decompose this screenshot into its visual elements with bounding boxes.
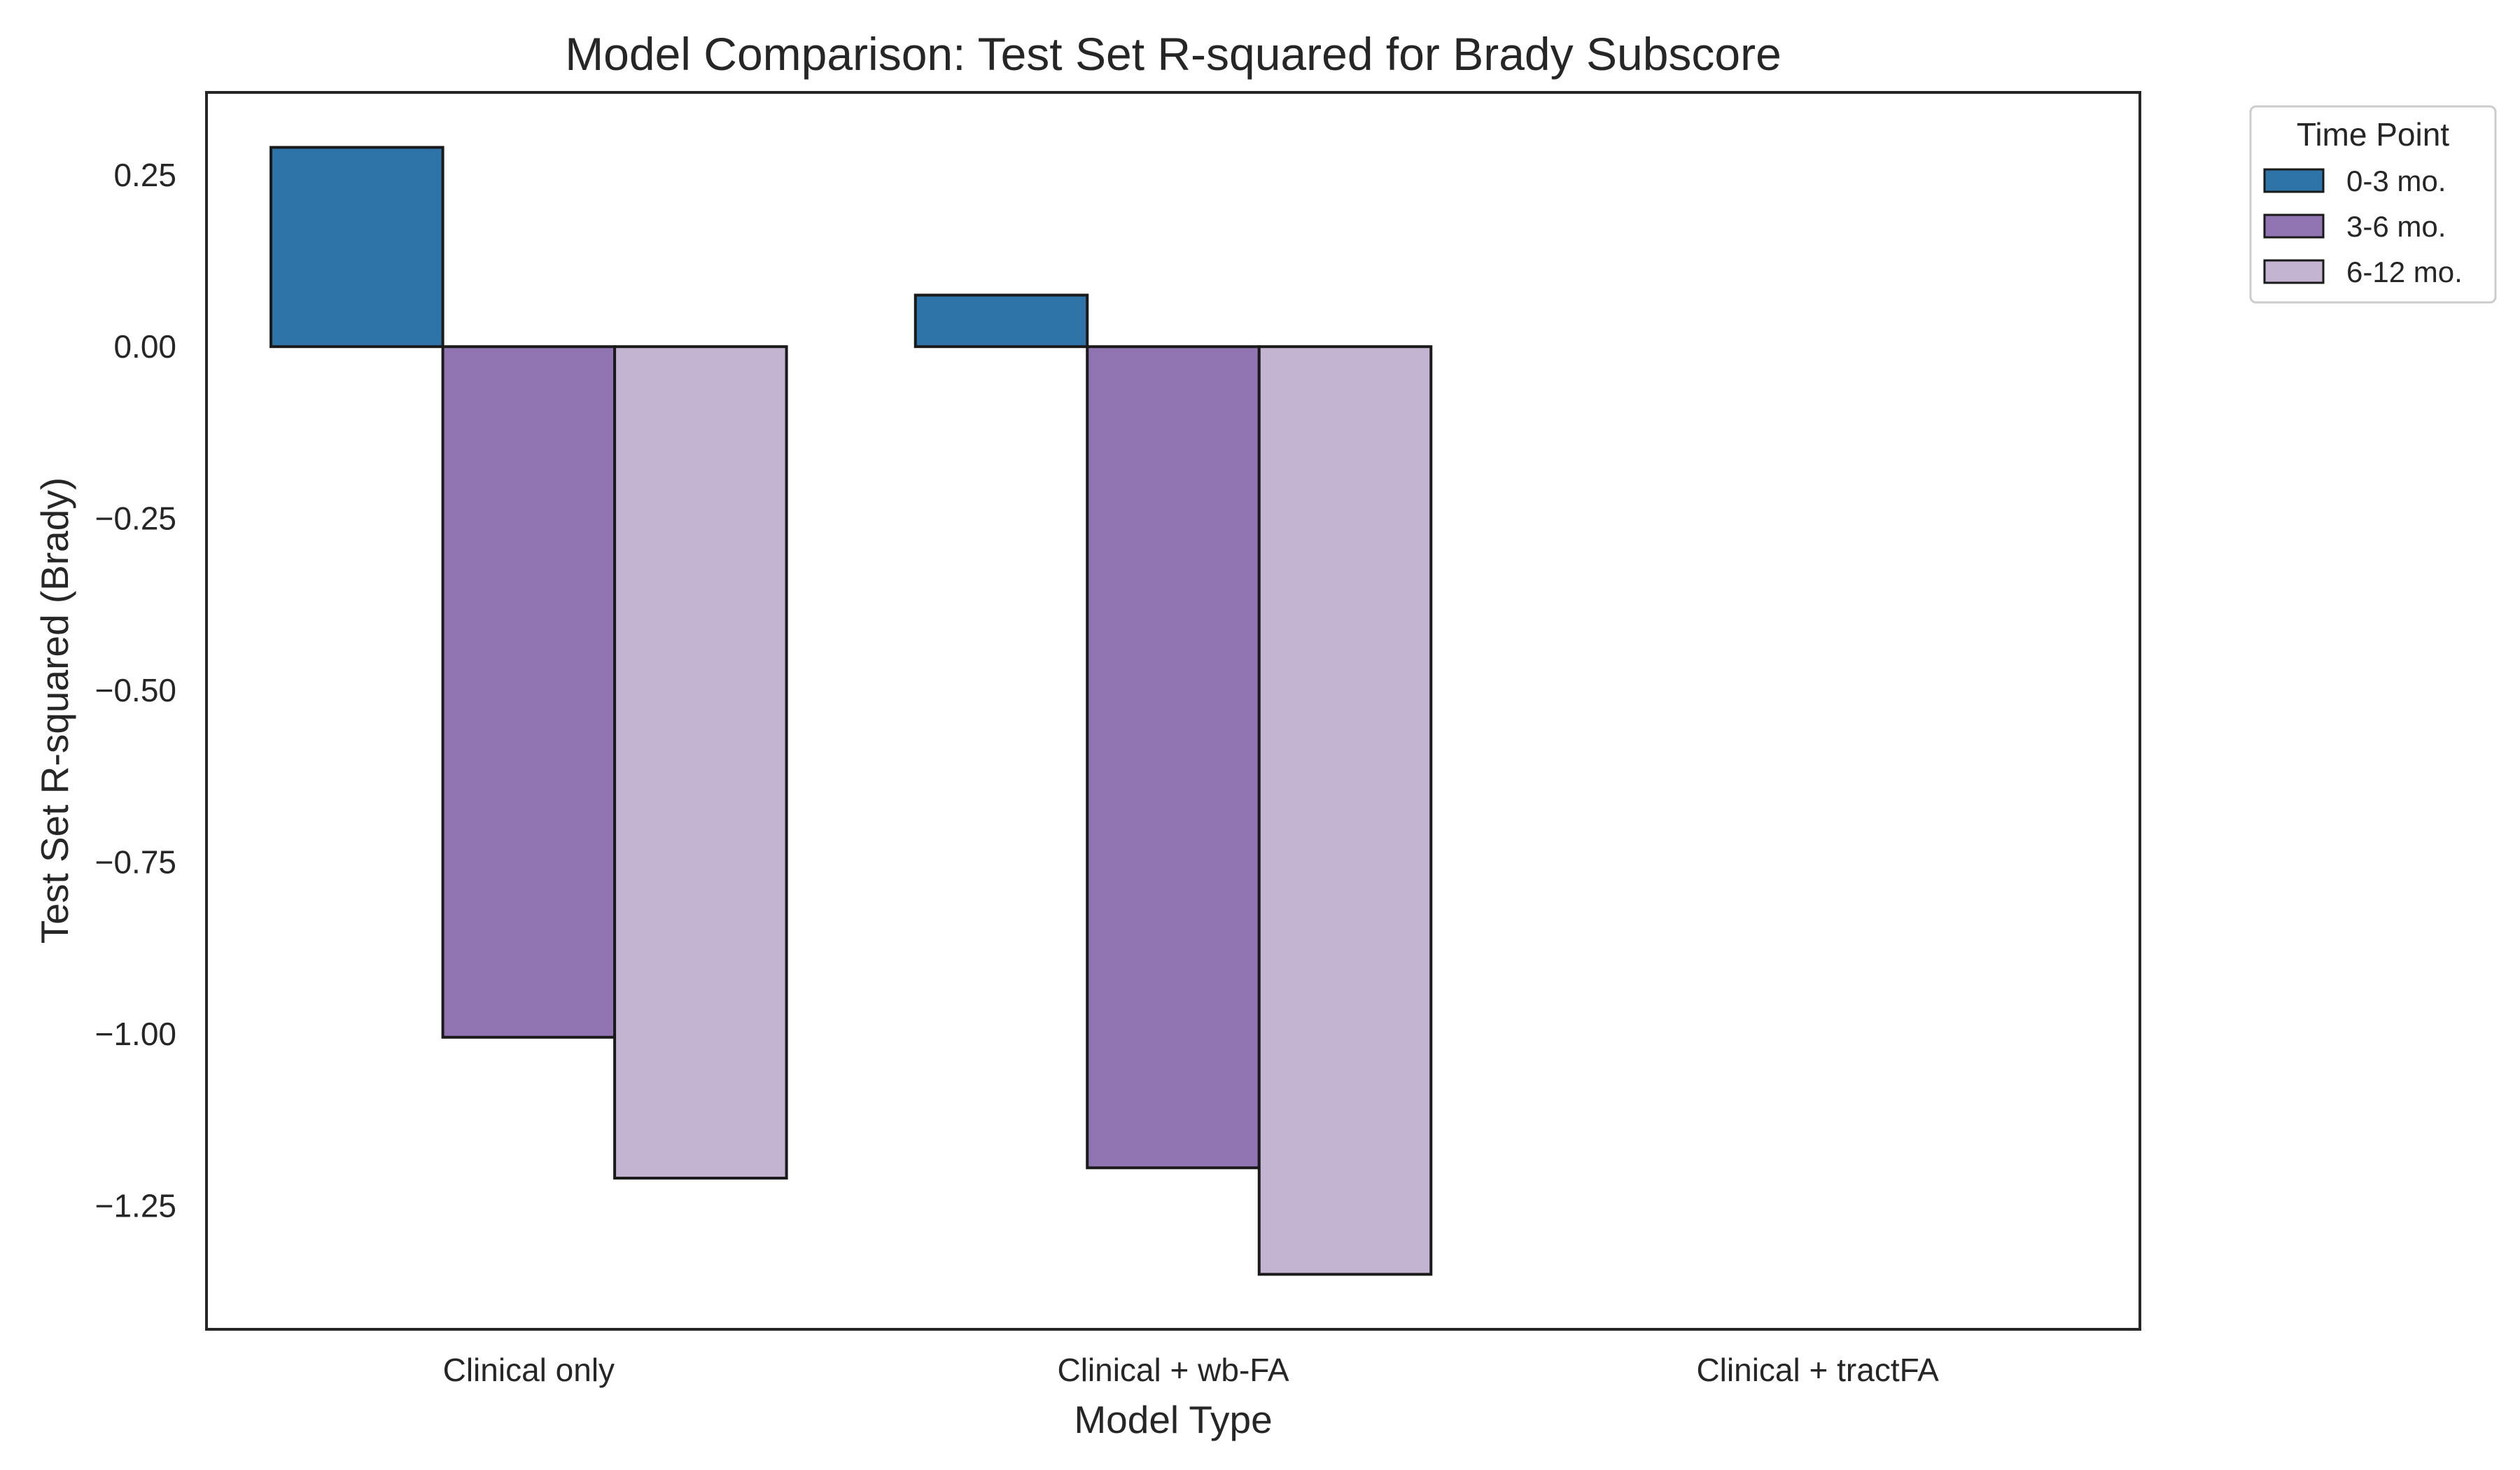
bar-clinical-wb-fa-6-12-mo bbox=[1257, 345, 1433, 1276]
bars-group bbox=[270, 146, 1433, 1276]
plot-frame bbox=[205, 91, 2141, 1331]
bar-clinical-only-0-3-mo bbox=[270, 146, 444, 349]
bar-clinical-wb-fa-0-3-mo bbox=[913, 293, 1089, 349]
chart-title: Model Comparison: Test Set R-squared for… bbox=[565, 28, 1782, 80]
x-tick-label: Clinical + tractFA bbox=[1696, 1352, 1939, 1388]
y-tick-label: 0.25 bbox=[113, 157, 176, 193]
legend-label-0-3-mo: 0-3 mo. bbox=[2346, 164, 2446, 197]
legend-title: Time Point bbox=[2297, 116, 2449, 153]
y-tick-label: 0.00 bbox=[113, 328, 176, 365]
legend-label-6-12-mo: 6-12 mo. bbox=[2346, 255, 2463, 288]
x-tick-label: Clinical only bbox=[443, 1352, 615, 1388]
x-axis-ticks: Clinical only Clinical + wb-FA Clinical + … bbox=[443, 1352, 1940, 1388]
legend-swatch-3-6-mo bbox=[2263, 214, 2325, 239]
legend-frame bbox=[2249, 105, 2497, 304]
legend-label-3-6-mo: 3-6 mo. bbox=[2346, 210, 2446, 243]
y-tick-label: −0.25 bbox=[95, 500, 176, 537]
y-tick-label: −1.00 bbox=[95, 1016, 176, 1052]
legend-swatch-6-12-mo bbox=[2263, 259, 2325, 284]
legend: Time Point 0-3 mo. 3-6 mo. 6-12 mo. bbox=[2249, 105, 2497, 304]
legend-items: 0-3 mo. 3-6 mo. 6-12 mo. bbox=[2263, 164, 2463, 288]
y-tick-label: −1.25 bbox=[95, 1187, 176, 1224]
y-axis-ticks: 0.25 0.00 −0.25 −0.50 −0.75 −1.00 −1.25 bbox=[95, 157, 176, 1224]
bar-clinical-only-3-6-mo bbox=[441, 345, 617, 1039]
y-axis-label: Test Set R-squared (Brady) bbox=[33, 477, 76, 944]
y-tick-label: −0.75 bbox=[95, 844, 176, 880]
legend-swatch-0-3-mo bbox=[2263, 168, 2325, 193]
bar-clinical-wb-fa-3-6-mo bbox=[1086, 345, 1261, 1170]
x-axis-label: Model Type bbox=[1074, 1398, 1272, 1441]
y-tick-label: −0.50 bbox=[95, 672, 176, 708]
bar-clinical-only-6-12-mo bbox=[613, 345, 788, 1180]
x-tick-label: Clinical + wb-FA bbox=[1057, 1352, 1289, 1388]
